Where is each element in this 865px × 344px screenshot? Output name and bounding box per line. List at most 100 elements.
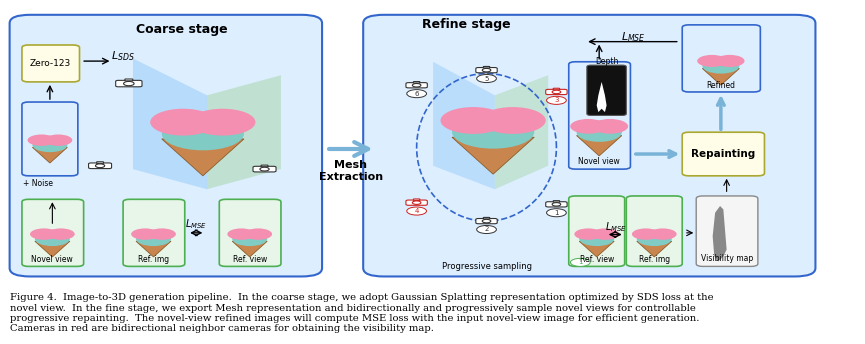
Circle shape	[148, 228, 176, 240]
Circle shape	[131, 228, 159, 240]
Polygon shape	[452, 137, 535, 174]
Circle shape	[480, 107, 546, 134]
Text: Ref. view: Ref. view	[233, 255, 266, 264]
Text: 2: 2	[484, 226, 489, 233]
Circle shape	[244, 228, 272, 240]
Polygon shape	[232, 241, 267, 257]
Polygon shape	[32, 147, 67, 163]
FancyBboxPatch shape	[546, 89, 567, 95]
Circle shape	[124, 82, 134, 86]
Text: 6: 6	[414, 90, 419, 97]
Text: Ref. img: Ref. img	[138, 255, 169, 264]
FancyBboxPatch shape	[220, 199, 281, 266]
Circle shape	[591, 228, 619, 240]
Circle shape	[570, 119, 606, 134]
Circle shape	[47, 228, 74, 240]
Circle shape	[407, 90, 426, 98]
Polygon shape	[162, 139, 244, 176]
FancyBboxPatch shape	[484, 217, 490, 219]
Polygon shape	[35, 241, 70, 257]
FancyBboxPatch shape	[554, 201, 560, 202]
Polygon shape	[433, 62, 495, 189]
Circle shape	[413, 201, 421, 204]
Circle shape	[547, 209, 567, 217]
Circle shape	[162, 117, 244, 150]
Text: Novel view: Novel view	[579, 158, 620, 166]
Polygon shape	[637, 241, 672, 257]
Circle shape	[30, 228, 58, 240]
Text: Mesh
Extraction: Mesh Extraction	[319, 160, 383, 182]
FancyBboxPatch shape	[476, 218, 497, 224]
Circle shape	[637, 232, 672, 246]
FancyBboxPatch shape	[406, 200, 427, 205]
FancyBboxPatch shape	[476, 67, 497, 73]
Circle shape	[632, 228, 660, 240]
Circle shape	[260, 167, 269, 171]
FancyBboxPatch shape	[586, 65, 626, 116]
Text: $\mathit{L}_{MSE}$: $\mathit{L}_{MSE}$	[605, 220, 626, 234]
Circle shape	[189, 109, 255, 136]
Text: 5: 5	[484, 76, 489, 82]
FancyBboxPatch shape	[253, 166, 276, 172]
Circle shape	[649, 228, 676, 240]
FancyBboxPatch shape	[569, 196, 625, 266]
Circle shape	[702, 58, 740, 74]
Polygon shape	[580, 241, 614, 257]
Text: Progressive sampling: Progressive sampling	[441, 262, 531, 271]
Circle shape	[28, 135, 55, 146]
FancyBboxPatch shape	[22, 199, 84, 266]
FancyBboxPatch shape	[682, 132, 765, 176]
Text: Ref. view: Ref. view	[580, 255, 614, 264]
Text: 1: 1	[554, 210, 559, 216]
Text: $\mathit{L}_{MSE}$: $\mathit{L}_{MSE}$	[185, 217, 208, 232]
FancyArrowPatch shape	[329, 142, 368, 156]
Polygon shape	[136, 241, 171, 257]
Text: Figure 4.  Image-to-3D generation pipeline.  In the coarse stage, we adopt Gauss: Figure 4. Image-to-3D generation pipelin…	[10, 293, 714, 333]
FancyBboxPatch shape	[116, 80, 142, 87]
Circle shape	[32, 138, 67, 152]
FancyBboxPatch shape	[413, 199, 420, 201]
Text: Refine stage: Refine stage	[421, 18, 510, 31]
Polygon shape	[713, 206, 727, 261]
Polygon shape	[577, 136, 622, 156]
Circle shape	[477, 225, 497, 234]
Text: 3: 3	[554, 97, 559, 103]
FancyBboxPatch shape	[10, 15, 322, 277]
Circle shape	[580, 232, 614, 246]
Polygon shape	[597, 82, 606, 112]
Text: 1: 1	[578, 259, 582, 265]
FancyBboxPatch shape	[626, 196, 682, 266]
Text: 4: 4	[414, 208, 419, 214]
Circle shape	[552, 90, 561, 94]
Circle shape	[697, 55, 727, 67]
Text: Ref. img: Ref. img	[638, 255, 670, 264]
FancyBboxPatch shape	[88, 163, 112, 169]
FancyBboxPatch shape	[363, 15, 816, 277]
FancyBboxPatch shape	[413, 82, 420, 83]
Text: Repainting: Repainting	[691, 149, 755, 159]
FancyBboxPatch shape	[546, 202, 567, 207]
Polygon shape	[702, 68, 740, 85]
Text: Novel view: Novel view	[31, 255, 74, 264]
Circle shape	[577, 123, 622, 142]
Circle shape	[440, 107, 506, 134]
Circle shape	[232, 232, 267, 246]
FancyBboxPatch shape	[554, 88, 560, 90]
FancyBboxPatch shape	[22, 45, 80, 82]
Circle shape	[407, 207, 426, 215]
Text: $\mathit{L}_{SDS}$: $\mathit{L}_{SDS}$	[112, 50, 135, 63]
Text: $\mathit{L}_{MSE}$: $\mathit{L}_{MSE}$	[620, 30, 645, 43]
Circle shape	[227, 228, 255, 240]
FancyBboxPatch shape	[406, 83, 427, 88]
FancyBboxPatch shape	[123, 199, 185, 266]
Circle shape	[483, 219, 490, 223]
Circle shape	[151, 109, 216, 136]
Text: Zero-123: Zero-123	[30, 59, 71, 68]
Circle shape	[592, 119, 628, 134]
Circle shape	[44, 135, 73, 146]
Circle shape	[452, 115, 535, 149]
Text: Refined: Refined	[707, 81, 735, 90]
Circle shape	[552, 203, 561, 206]
Circle shape	[483, 68, 490, 72]
Polygon shape	[207, 75, 281, 189]
